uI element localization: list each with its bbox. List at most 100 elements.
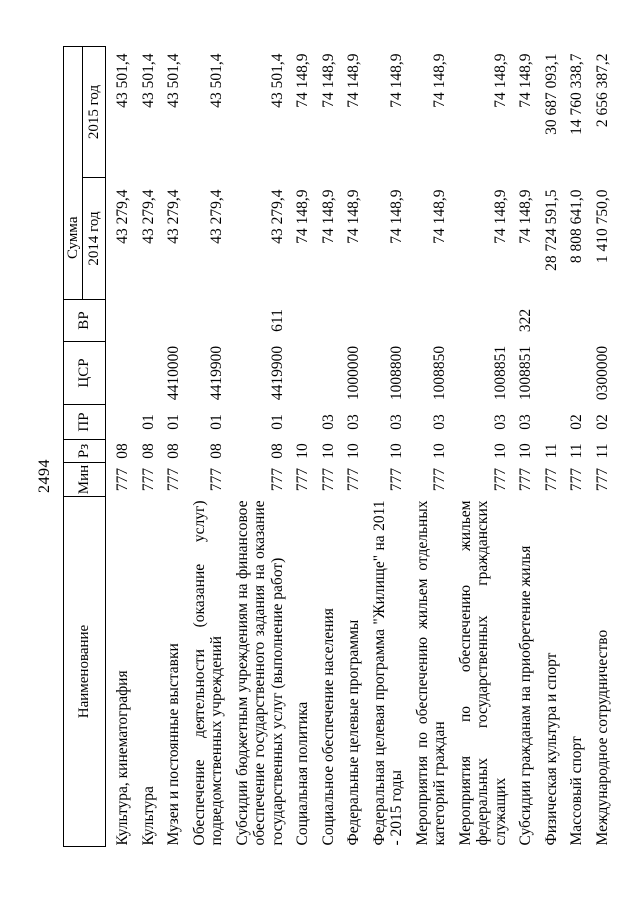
cell-vr — [183, 300, 226, 342]
cell-sum-2014: 74 148,9 — [294, 189, 311, 244]
header-pr: ПР — [63, 404, 106, 440]
cell-csr: 1008851 — [491, 345, 509, 401]
cell-min: 777 — [388, 467, 405, 492]
header-name: Наименование — [63, 496, 106, 847]
header-summa: Сумма — [63, 46, 83, 300]
cell-sum-2014: 43 279,4 — [114, 189, 131, 244]
cell-vr: 611 — [268, 309, 286, 332]
table-row: Культура 777 08 01 43 279,4 43 501,4 — [132, 46, 158, 846]
cell-csr — [132, 342, 158, 405]
cell-sum-2014: 1 410 750,0 — [593, 189, 611, 264]
cell-name: Физическая культура и спорт — [542, 652, 560, 846]
cell-sum-2015: 74 148,9 — [388, 53, 405, 108]
cell-name: Мероприятия по обеспечению жильем отдель… — [413, 500, 449, 846]
cell-rz: 11 — [568, 443, 585, 459]
cell-sum-2015: 74 148,9 — [431, 53, 448, 108]
table-row: Мероприятия по обеспечению жильем отдель… — [406, 46, 449, 846]
cell-min: 777 — [114, 467, 131, 492]
cell-name: Мероприятия по обеспечению жильем федера… — [456, 500, 509, 846]
page-number: 2494 — [36, 459, 53, 493]
cell-name: Обеспечение деятельности (оказание услуг… — [190, 500, 226, 846]
cell-vr — [535, 300, 561, 342]
header-min: Мин — [63, 462, 106, 497]
cell-name: Федеральные целевые программы — [345, 619, 362, 846]
cell-pr: 03 — [345, 414, 362, 430]
cell-sum-2015: 43 501,4 — [165, 53, 182, 108]
cell-vr — [337, 300, 363, 342]
cell-vr — [406, 300, 449, 342]
cell-vr — [449, 300, 510, 342]
cell-pr: 02 — [593, 414, 611, 430]
cell-csr — [312, 342, 338, 405]
cell-name: Субсидии гражданам на приобретение жилья — [517, 545, 534, 846]
cell-pr: 03 — [319, 414, 337, 430]
cell-pr: 01 — [165, 414, 182, 430]
cell-rz: 08 — [139, 443, 157, 459]
cell-sum-2015: 43 501,4 — [208, 53, 225, 108]
cell-name: Социальное обеспечение населения — [319, 608, 337, 846]
header-year-2015: 2015 год — [82, 46, 106, 178]
cell-rz: 08 — [208, 443, 225, 459]
table-row: Обеспечение деятельности (оказание услуг… — [183, 46, 226, 846]
cell-name: Музеи и постоянные выставки — [165, 643, 182, 846]
cell-rz: 10 — [517, 443, 534, 459]
cell-pr: 02 — [568, 414, 585, 430]
cell-min: 777 — [517, 467, 534, 492]
cell-pr — [106, 405, 132, 440]
cell-csr — [286, 342, 312, 405]
cell-csr — [106, 342, 132, 405]
cell-sum-2014: 74 148,9 — [319, 189, 337, 244]
cell-vr — [560, 300, 586, 342]
cell-vr — [132, 300, 158, 342]
cell-rz: 08 — [165, 443, 182, 459]
cell-sum-2014: 43 279,4 — [139, 189, 157, 244]
cell-vr — [586, 300, 612, 342]
cell-pr: 01 — [208, 414, 225, 430]
cell-min: 777 — [139, 467, 157, 492]
cell-rz: 11 — [593, 443, 611, 459]
header-csr: ЦСР — [63, 341, 106, 405]
cell-min: 777 — [593, 467, 611, 492]
cell-rz: 10 — [431, 443, 448, 459]
cell-pr — [286, 405, 312, 440]
cell-csr: 4410000 — [165, 345, 182, 401]
cell-min: 777 — [568, 467, 585, 492]
cell-rz: 08 — [114, 443, 131, 459]
cell-vr — [363, 300, 406, 342]
cell-vr — [106, 300, 132, 342]
cell-sum-2015: 43 501,4 — [114, 53, 131, 108]
cell-min: 777 — [431, 467, 448, 492]
header-rz: Рз — [63, 439, 106, 463]
cell-sum-2015: 74 148,9 — [491, 53, 509, 108]
table-row: Социальная политика 777 10 74 148,9 74 1… — [286, 46, 312, 846]
cell-sum-2014: 43 279,4 — [165, 189, 182, 244]
cell-csr — [535, 342, 561, 405]
cell-name: Федеральная целевая программа "Жилище" н… — [370, 500, 406, 846]
cell-sum-2015: 2 656 387,2 — [593, 53, 611, 128]
cell-sum-2014: 74 148,9 — [517, 189, 534, 244]
header-year-2014: 2014 год — [82, 177, 106, 300]
cell-min: 777 — [165, 467, 182, 492]
cell-csr: 4419900 — [208, 345, 225, 401]
cell-name: Культура — [139, 786, 157, 846]
cell-rz: 10 — [388, 443, 405, 459]
cell-csr: 0300000 — [593, 345, 611, 401]
cell-rz: 10 — [319, 443, 337, 459]
table-body: Культура, кинематография 777 08 43 279,4… — [106, 46, 612, 846]
cell-min: 777 — [491, 467, 509, 492]
cell-csr — [560, 342, 586, 405]
cell-pr — [535, 405, 561, 440]
cell-sum-2014: 8 808 641,0 — [568, 189, 585, 264]
table-row: Социальное обеспечение населения 777 10 … — [312, 46, 338, 846]
cell-min: 777 — [319, 467, 337, 492]
cell-sum-2014: 74 148,9 — [431, 189, 448, 244]
cell-rz: 11 — [542, 443, 560, 459]
table-row: Федеральные целевые программы 777 10 03 … — [337, 46, 363, 846]
table-row: Массовый спорт 777 11 02 8 808 641,0 14 … — [560, 46, 586, 846]
cell-name: Массовый спорт — [568, 736, 585, 846]
header-vr: ВР — [63, 299, 106, 342]
cell-sum-2015: 14 760 338,7 — [568, 53, 585, 135]
table-row: Субсидии гражданам на приобретение жилья… — [509, 46, 535, 846]
cell-min: 777 — [542, 467, 560, 492]
